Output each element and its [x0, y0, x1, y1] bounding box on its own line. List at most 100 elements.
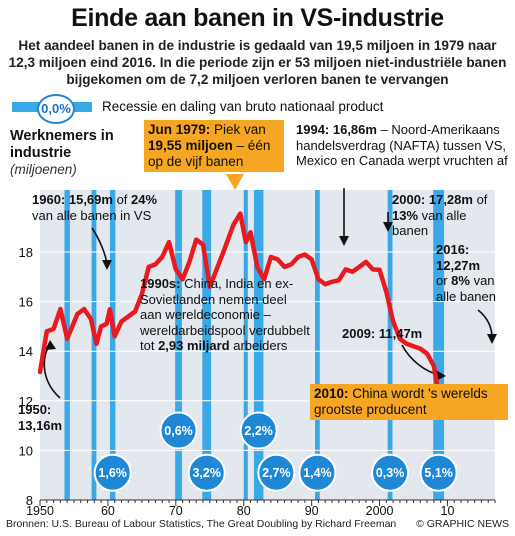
x-tick-label-5: 2000 — [366, 504, 394, 518]
connector-2009-arrow — [436, 370, 446, 381]
x-tick-label-1: 60 — [101, 504, 115, 518]
annotation-1990s-tail: arbeiders — [229, 338, 288, 353]
peak-callout-pointer — [226, 174, 244, 190]
annotation-2016-or: or — [436, 273, 452, 288]
annotation-1950-year: 1950: — [18, 402, 52, 417]
recession-layer — [64, 190, 445, 500]
recession-circle-label-5: 0,3% — [376, 466, 405, 480]
recession-band-7 — [315, 190, 320, 500]
annotation-1990s-text: China, India en ex-Sovietlanden nemen de… — [140, 276, 310, 353]
annotation-2016-year: 2016: — [436, 242, 470, 257]
recession-circle-shape-0 — [93, 453, 132, 492]
y-tick-label-5: 18 — [19, 245, 33, 260]
annotation-1960: 1960: 15,69m of 24% van alle banen in VS — [32, 192, 182, 223]
recession-band-2 — [109, 190, 116, 500]
source-footer: Bronnen: U.S. Bureau of Labour Statistic… — [6, 518, 397, 530]
legend: 0,0% Recessie en daling van bruto nation… — [12, 94, 512, 124]
recession-circle-2: 3,2% — [187, 453, 226, 492]
annotation-2000-head: 2000: 17,28m — [392, 192, 473, 207]
connector-1960-arrow — [102, 260, 112, 270]
annotation-2016: 2016: 12,27m or 8% van alle banen — [436, 242, 512, 304]
y-axis-units: (miljoenen) — [10, 162, 77, 177]
annotation-2009: 2009: 11,47m — [342, 326, 452, 342]
y-axis-label: Werknemers in industrie — [10, 128, 114, 161]
annotation-2009-text: 2009: 11,47m — [342, 326, 423, 341]
recession-band-6 — [253, 190, 264, 500]
annotation-2010-head: 2010: — [314, 386, 349, 401]
recession-band-8 — [387, 190, 393, 500]
annotation-peak-text: Piek van — [210, 122, 266, 137]
recession-circle-label-7: 2,7% — [262, 466, 291, 480]
recession-circle-shape-1 — [159, 411, 198, 450]
connector-1950-arrow — [45, 340, 56, 350]
recession-circle-3: 2,2% — [239, 411, 278, 450]
recession-band-9 — [433, 190, 445, 500]
recession-circle-shape-7 — [257, 453, 296, 492]
annotation-1960-tail: van alle banen in VS — [32, 207, 152, 223]
annotation-2000-of: of — [472, 192, 488, 207]
recession-circle-shape-6 — [419, 453, 458, 492]
recession-band-0 — [64, 190, 70, 500]
x-tick-label-4: 90 — [305, 504, 319, 518]
y-tick-label-2: 12 — [19, 394, 33, 409]
recession-circle-4: 1,4% — [298, 453, 337, 492]
plot-background — [40, 190, 495, 500]
annotation-1950-value: 13,16m — [18, 417, 63, 433]
annotation-2016-pct: 8% — [451, 273, 470, 288]
annotation-1994: 1994: 16,86m – Noord-Amerikaans handelsv… — [296, 122, 508, 169]
annotation-1990s-head: 1990s: — [140, 276, 181, 291]
chart-subtitle: Het aandeel banen in de industrie is ged… — [8, 38, 507, 87]
x-tick-label-6: 10 — [441, 504, 455, 518]
annotation-1950: 1950: 13,16m — [18, 402, 98, 433]
annotation-1990s-value: 2,93 miljard — [158, 338, 230, 353]
annotation-2000-tail: van alle banen — [392, 207, 467, 239]
legend-label: Recessie en daling van bruto nationaal p… — [102, 99, 384, 114]
credit: © GRAPHIC NEWS — [416, 518, 509, 530]
annotation-1960-head: 1960: 15,69m — [32, 192, 113, 207]
x-tick-label-2: 70 — [169, 504, 183, 518]
recession-circles: 1,6% 0,6% 3,2% 2,2% 1,4% 0,3% 5,1% 2,7% — [93, 411, 458, 492]
recession-circle-shape-5 — [371, 453, 410, 492]
recession-circle-label-0: 1,6% — [98, 466, 127, 480]
y-tick-label-3: 14 — [19, 344, 33, 359]
annotation-1960-of: of — [112, 192, 132, 207]
recession-circle-label-1: 0,6% — [164, 424, 193, 438]
connector-1994-arrow — [339, 236, 349, 246]
annotation-peak-tail: – één op de vijf banen — [148, 138, 271, 169]
annotation-peak-head: Jun 1979: — [148, 122, 211, 137]
annotation-2000: 2000: 17,28m of 13% van alle banen — [392, 192, 502, 239]
recession-band-1 — [91, 190, 97, 500]
annotation-2016-value: 12,27m — [436, 257, 481, 273]
annotation-1994-head: 1994: 16,86m — [296, 122, 377, 137]
recession-circle-label-2: 3,2% — [192, 466, 221, 480]
recession-circle-6: 5,1% — [419, 453, 458, 492]
annotation-2010: 2010: China wordt 's werelds grootste pr… — [310, 384, 508, 420]
x-axis: 1950 60 70 80 90 2000 10 — [26, 499, 496, 518]
y-axis: 8 10 12 14 16 18 — [19, 245, 33, 508]
recession-band-3 — [175, 190, 182, 500]
recession-circle-shape-3 — [239, 411, 278, 450]
y-tick-label-4: 16 — [19, 295, 33, 310]
recession-circle-7: 2,7% — [257, 453, 296, 492]
x-tick-label-3: 80 — [237, 504, 251, 518]
annotation-peak-value: 19,55 miljoen — [148, 138, 233, 153]
y-tick-label-1: 10 — [19, 443, 33, 458]
annotation-1994-text: – Noord-Amerikaans handelsverdrag (NAFTA… — [296, 122, 508, 168]
annotation-1960-pct: 24% — [131, 192, 158, 207]
annotation-2016-tail: van alle banen — [436, 273, 496, 304]
y-tick-label-0: 8 — [26, 493, 33, 508]
annotation-1990s: 1990s: China, India en ex-Sovietlanden n… — [140, 276, 312, 354]
recession-circle-5: 0,3% — [371, 453, 410, 492]
connector-2016-arrow — [487, 334, 497, 344]
legend-circle: 0,0% — [37, 94, 75, 124]
recession-circle-label-4: 1,4% — [303, 466, 332, 480]
recession-circle-1: 0,6% — [159, 411, 198, 450]
recession-band-5 — [243, 190, 248, 500]
recession-circle-shape-2 — [187, 453, 226, 492]
x-tick-label-0: 1950 — [26, 504, 54, 518]
recession-circle-label-3: 2,2% — [244, 424, 273, 438]
recession-band-4 — [202, 190, 212, 500]
recession-circle-0: 1,6% — [93, 453, 132, 492]
employment-line — [37, 211, 494, 417]
